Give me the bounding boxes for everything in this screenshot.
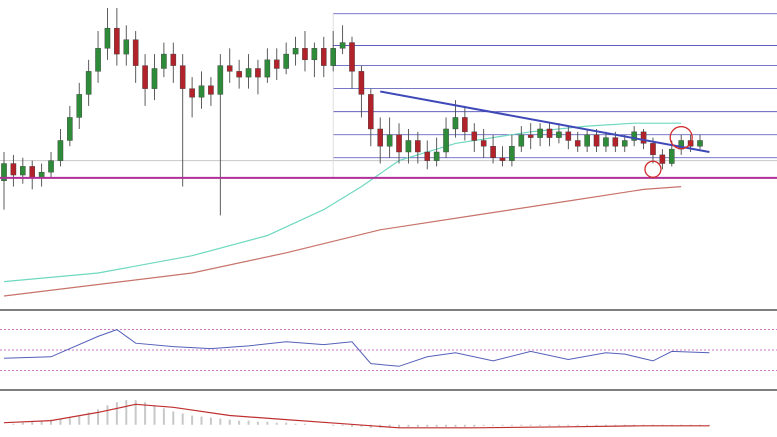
candle-body <box>349 42 355 72</box>
candle-body <box>236 71 242 78</box>
candle-body <box>20 166 26 176</box>
candle-body <box>405 140 412 153</box>
candle-body <box>659 154 666 164</box>
candle-body <box>480 140 487 147</box>
candle-body <box>471 131 478 141</box>
candle-body <box>621 140 628 147</box>
candle-body <box>208 85 214 95</box>
candle-body <box>217 65 224 95</box>
candle-body <box>132 39 139 66</box>
candle-body <box>302 48 308 61</box>
trendline <box>380 90 710 153</box>
candle-body <box>273 59 280 69</box>
ma-long-line <box>3 186 682 297</box>
candle-body <box>123 39 130 55</box>
ma-short-line <box>3 122 682 283</box>
candle-body <box>76 94 83 118</box>
rsi-line <box>3 329 710 367</box>
candle-body <box>668 148 675 164</box>
candle-body <box>57 140 64 161</box>
candle-body <box>170 53 177 66</box>
candle-body <box>95 48 101 72</box>
highlight-circle <box>644 160 662 178</box>
candle-body <box>179 65 186 89</box>
candle-body <box>311 48 318 61</box>
macd-signal-line <box>3 403 710 429</box>
candle-body <box>358 71 365 95</box>
candle-body <box>330 48 336 66</box>
highlight-circle <box>669 125 693 150</box>
candle-body <box>114 27 120 55</box>
rsi-panel <box>0 329 777 391</box>
candle-body <box>527 134 534 138</box>
candle-body <box>198 85 205 98</box>
candle-body <box>1 163 7 182</box>
candle-body <box>226 65 233 72</box>
candle-body <box>255 68 261 78</box>
candle-body <box>245 68 252 78</box>
candle-body <box>161 53 167 69</box>
candle-body <box>142 65 148 89</box>
candle-body <box>631 131 637 141</box>
candle-body <box>640 131 647 144</box>
main-price-panel <box>0 8 777 311</box>
candle-body <box>283 53 289 69</box>
candle-body <box>151 68 158 89</box>
candle-body <box>603 137 609 147</box>
candle-body <box>264 59 271 78</box>
candle-body <box>584 134 590 147</box>
candle-body <box>612 137 619 147</box>
candle-body <box>189 88 195 98</box>
candle-body <box>433 151 440 161</box>
candle-body <box>443 128 449 153</box>
candle-body <box>10 163 17 176</box>
candle-body <box>339 42 346 49</box>
candle-body <box>396 134 402 153</box>
candle-body <box>697 140 703 147</box>
candle-body <box>537 128 543 138</box>
candle-body <box>490 146 496 158</box>
candle-body <box>499 157 506 161</box>
candle-body <box>29 166 36 179</box>
candle-body <box>509 146 515 161</box>
candle-body <box>593 134 600 147</box>
candle-body <box>104 27 111 49</box>
candle-body <box>574 140 581 147</box>
candle-body <box>650 143 656 156</box>
candle-body <box>546 128 553 138</box>
candle-body <box>67 117 73 141</box>
candle-body <box>292 48 299 55</box>
candle-body <box>452 117 459 130</box>
candle-body <box>48 160 54 173</box>
candle-body <box>565 131 572 141</box>
candle-body <box>556 131 562 138</box>
candle-body <box>377 128 384 147</box>
candle-body <box>462 117 468 133</box>
candle-body <box>320 48 327 66</box>
candle-body <box>518 134 525 147</box>
candle-body <box>386 134 393 147</box>
candle-body <box>415 140 421 153</box>
candle-body <box>85 71 92 95</box>
candle-body <box>424 151 431 161</box>
macd-panel <box>3 400 711 429</box>
candle-body <box>368 94 374 130</box>
